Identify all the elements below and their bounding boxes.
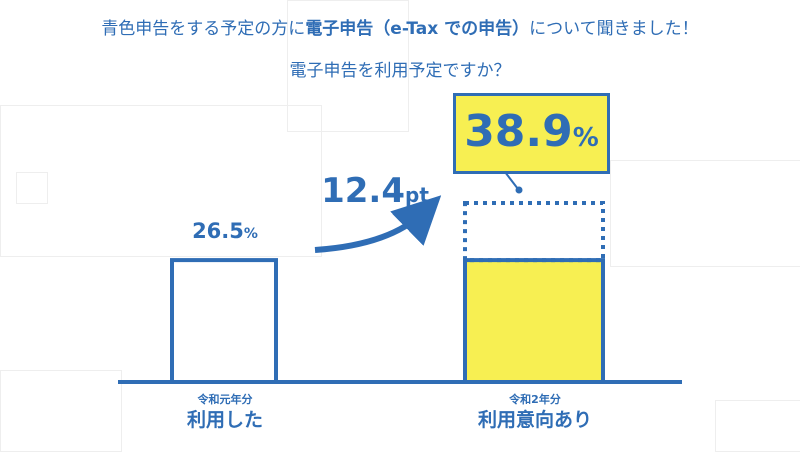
background-decoration — [16, 172, 48, 204]
unit-text: % — [243, 226, 258, 242]
category-label: 利用した — [186, 409, 263, 431]
callout-pointer — [504, 171, 519, 190]
bar-2020 — [463, 258, 605, 385]
background-decoration — [610, 160, 800, 267]
category-sublabel: 令和元年分 — [197, 393, 253, 406]
unit-text: % — [572, 123, 599, 153]
background-decoration — [287, 0, 409, 132]
bar-2019 — [170, 258, 278, 385]
callout-box — [453, 93, 610, 174]
difference-label: 12.4pt — [315, 170, 435, 216]
category-sublabel: 令和2年分 — [509, 393, 561, 406]
bar-2020-increase — [463, 201, 605, 263]
increase-arrow-icon — [314, 195, 442, 253]
difference-value: 12.4 — [321, 171, 405, 211]
value-label-2019: 26.5% — [150, 219, 300, 243]
category-label: 利用意向あり — [477, 409, 592, 431]
question-heading: 電子申告を利用予定ですか？ — [289, 61, 511, 81]
value-text: 26.5 — [192, 219, 244, 243]
survey-heading: 青色申告をする予定の方に電子申告（e-Tax での申告）について聞きました！ — [0, 14, 800, 39]
difference-unit: pt — [405, 183, 429, 207]
heading-text: 青色申告をする予定の方に — [101, 19, 306, 39]
value-text: 38.9 — [464, 106, 573, 157]
heading-text: について聞きました！ — [529, 19, 699, 39]
value-label-2020: 38.9% — [453, 104, 610, 166]
heading-emphasis: 電子申告（e-Tax での申告） — [305, 19, 530, 39]
callout-dot — [515, 186, 523, 194]
background-decoration — [0, 105, 322, 257]
